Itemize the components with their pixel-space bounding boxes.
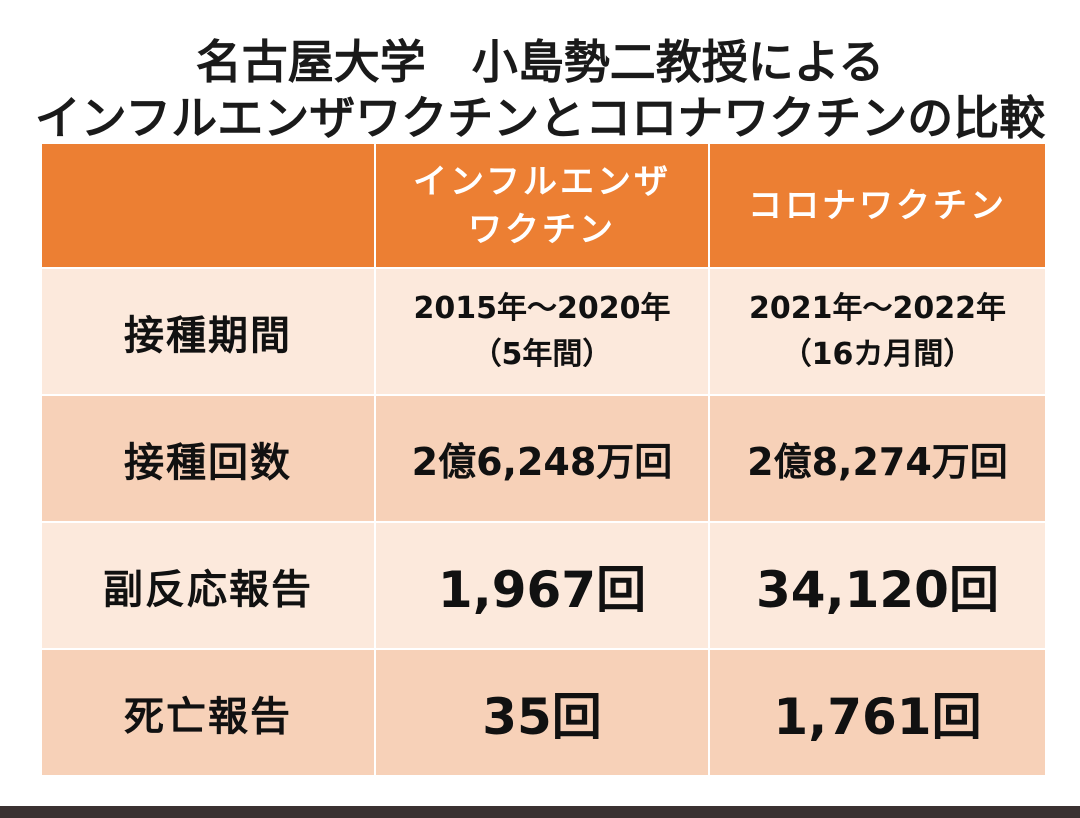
row-label-vaccination-period: 接種期間 [42, 268, 376, 396]
header-influenza-line-2: ワクチン [468, 209, 616, 250]
table-row-vaccination-period: 接種期間 2015年～2020年 （5年間） 2021年～2022年 （16カ月… [42, 268, 1045, 396]
influenza-period-duration: （5年間） [471, 336, 613, 372]
cell-influenza-vaccination-count: 2億6,248万回 [375, 395, 710, 523]
table-row-vaccination-count: 接種回数 2億6,248万回 2億8,274万回 [42, 395, 1045, 523]
header-corona-vaccine: コロナワクチン [709, 144, 1045, 269]
header-empty-cell [42, 144, 376, 269]
cell-corona-adverse-reactions: 34,120回 [709, 522, 1045, 650]
header-influenza-vaccine: インフルエンザ ワクチン [375, 144, 710, 269]
comparison-table: インフルエンザ ワクチン コロナワクチン 接種期間 2015年～2020年 （5… [42, 144, 1045, 775]
slide-title-line-2: インフルエンザワクチンとコロナワクチンの比較 [34, 91, 1046, 145]
cell-corona-period: 2021年～2022年 （16カ月間） [709, 268, 1045, 396]
row-label-vaccination-count: 接種回数 [42, 395, 376, 523]
table-header-row: インフルエンザ ワクチン コロナワクチン [42, 144, 1045, 269]
table-row-adverse-reaction-reports: 副反応報告 1,967回 34,120回 [42, 522, 1045, 650]
corona-period-duration: （16カ月間） [781, 336, 974, 372]
influenza-period-years: 2015年～2020年 [413, 290, 671, 326]
cell-influenza-adverse-reactions: 1,967回 [375, 522, 710, 650]
row-label-death-reports: 死亡報告 [42, 649, 376, 775]
table-row-death-reports: 死亡報告 35回 1,761回 [42, 649, 1045, 775]
header-influenza-line-1: インフルエンザ [413, 161, 671, 202]
cell-corona-deaths: 1,761回 [709, 649, 1045, 775]
corona-period-years: 2021年～2022年 [749, 290, 1006, 326]
cell-corona-vaccination-count: 2億8,274万回 [709, 395, 1045, 523]
cell-influenza-deaths: 35回 [375, 649, 710, 775]
slide-title-line-1: 名古屋大学 小島勢二教授による [195, 35, 885, 89]
row-label-adverse-reaction-reports: 副反応報告 [42, 522, 376, 650]
cell-influenza-period: 2015年～2020年 （5年間） [375, 268, 710, 396]
